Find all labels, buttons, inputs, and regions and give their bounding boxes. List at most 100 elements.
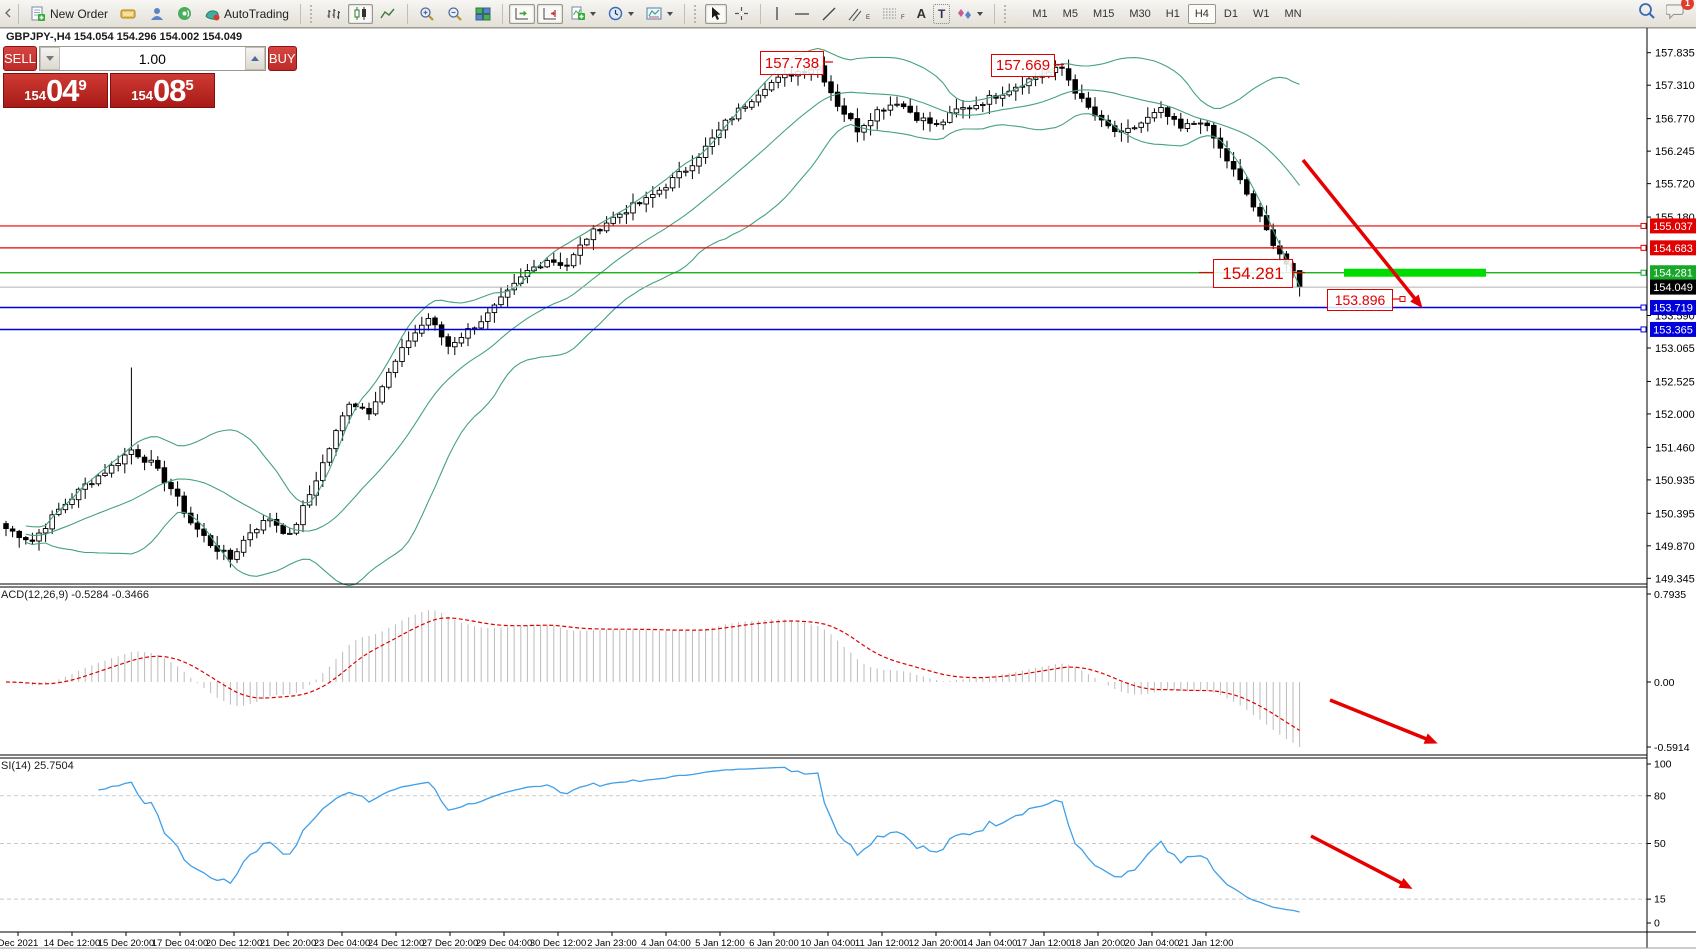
sell-quote[interactable]: 154 04 9	[3, 73, 108, 108]
vertical-line-icon[interactable]	[767, 4, 787, 24]
webcast-icon[interactable]	[172, 4, 197, 24]
svg-text:24 Dec 12:00: 24 Dec 12:00	[368, 938, 425, 949]
templates-button[interactable]	[641, 4, 678, 24]
volume-input[interactable]	[59, 47, 245, 70]
chevron-down-icon	[589, 12, 596, 19]
trendline-icon[interactable]	[817, 4, 841, 24]
arrows-tool-button[interactable]	[952, 4, 988, 24]
chevron-left-icon[interactable]	[4, 5, 12, 23]
annotation-connectors[interactable]	[822, 61, 1406, 302]
buy-button[interactable]: BUY	[267, 46, 297, 71]
svg-text:2 Jan 23:00: 2 Jan 23:00	[587, 938, 637, 949]
cursor-icon[interactable]	[704, 3, 727, 24]
svg-text:14 Jan 04:00: 14 Jan 04:00	[963, 938, 1018, 949]
macd-pane	[5, 610, 1301, 747]
svg-text:17 Dec 04:00: 17 Dec 04:00	[152, 938, 209, 949]
new-order-button[interactable]: New Order	[25, 4, 113, 24]
svg-text:20 Dec 12:00: 20 Dec 12:00	[206, 938, 263, 949]
fibonacci-icon[interactable]: F	[877, 4, 910, 24]
candles-layer	[3, 56, 1303, 568]
svg-text:50: 50	[1654, 838, 1666, 850]
price-annotation[interactable]: 157.738	[760, 51, 824, 75]
timeframe-button-H1[interactable]: H1	[1165, 7, 1180, 20]
svg-text:150.395: 150.395	[1655, 508, 1695, 520]
equidistant-channel-icon[interactable]: E	[843, 4, 875, 24]
svg-text:0.7935: 0.7935	[1654, 589, 1686, 601]
indicators-icon	[571, 6, 585, 20]
svg-text:153.065: 153.065	[1655, 343, 1695, 355]
toolbar-separator	[299, 3, 301, 24]
rsi-pane	[0, 766, 1647, 913]
buy-price-prefix: 154	[131, 88, 153, 103]
rsi-indicator-label: SI(14) 25.7504	[1, 760, 74, 772]
svg-text:152.525: 152.525	[1655, 376, 1695, 388]
zoom-out-icon[interactable]	[442, 4, 468, 24]
one-click-trading-panel: SELL BUY 154 04 9 154 08 5	[3, 46, 297, 108]
timeframe-button-M15[interactable]: M15	[1092, 7, 1115, 20]
price-annotation[interactable]: 157.669	[991, 54, 1055, 77]
periods-button[interactable]	[603, 4, 639, 24]
svg-text:27 Dec 20:00: 27 Dec 20:00	[422, 938, 479, 949]
indicators-button[interactable]	[565, 4, 601, 24]
zoom-in-icon[interactable]	[414, 4, 440, 24]
volume-increase-button[interactable]	[244, 47, 265, 70]
price-annotation[interactable]: 153.896	[1327, 289, 1393, 311]
timeframe-button-M5[interactable]: M5	[1062, 7, 1078, 20]
triangle-up-icon	[250, 52, 259, 61]
search-icon[interactable]	[1638, 2, 1656, 25]
line-chart-icon[interactable]	[375, 4, 401, 24]
timeframe-button-W1[interactable]: W1	[1252, 7, 1270, 20]
volume-decrease-button[interactable]	[39, 47, 60, 70]
buy-quote[interactable]: 154 08 5	[110, 73, 215, 108]
bar-chart-icon[interactable]	[321, 4, 346, 24]
timeframe-button-D1[interactable]: D1	[1223, 7, 1238, 20]
timeframe-button-MN[interactable]: MN	[1284, 7, 1302, 20]
toolbar-grip	[309, 4, 316, 23]
svg-text:29 Dec 04:00: 29 Dec 04:00	[476, 938, 533, 949]
price-badges: 155.037 154.683 154.281 154.049 153.719 153.3…	[1640, 218, 1696, 337]
chat-icon[interactable]: 1	[1665, 0, 1694, 25]
svg-text:11 Jan 12:00: 11 Jan 12:00	[855, 938, 909, 949]
svg-text:23 Dec 04:00: 23 Dec 04:00	[314, 938, 371, 949]
trend-arrows[interactable]	[1301, 158, 1438, 889]
tile-windows-icon[interactable]	[470, 4, 496, 24]
svg-text:14 Dec 12:00: 14 Dec 12:00	[44, 938, 101, 949]
text-label-icon[interactable]: T	[933, 3, 951, 24]
bollinger-bands	[25, 47, 1301, 587]
svg-text:153.719: 153.719	[1653, 303, 1693, 315]
svg-text:20 Jan 04:00: 20 Jan 04:00	[1125, 938, 1180, 949]
indicator-axes: 0.7935 0.00 -0.5914 100 80 50 15 0	[1647, 589, 1690, 930]
crosshair-icon[interactable]	[729, 4, 754, 24]
chart-window[interactable]: GBPJPY-,H4 154.054 154.296 154.002 154.0…	[0, 28, 1696, 950]
toolbar-grip	[1004, 4, 1010, 23]
svg-text:156.770: 156.770	[1655, 114, 1695, 126]
timeframe-group: M1 M5 M15 M30 H1 H4 D1 W1 MN	[1025, 3, 1308, 24]
timeframe-button-H4[interactable]: H4	[1187, 3, 1216, 24]
triangle-down-icon	[45, 56, 54, 65]
notification-badge: 1	[1681, 0, 1694, 10]
toolbar-separator	[406, 3, 408, 24]
svg-text:151.460: 151.460	[1655, 442, 1695, 454]
candlestick-chart-icon[interactable]	[347, 3, 373, 24]
horizontal-line-icon[interactable]	[789, 4, 815, 24]
svg-text:152.000: 152.000	[1655, 409, 1695, 421]
toolbar-separator	[501, 3, 503, 24]
sell-button[interactable]: SELL	[3, 46, 37, 71]
buy-price-main: 08	[152, 73, 186, 108]
text-tool-icon[interactable]: A	[912, 4, 931, 24]
community-icon[interactable]	[144, 4, 170, 24]
clock-icon	[608, 6, 623, 21]
svg-text:21 Dec 20:00: 21 Dec 20:00	[260, 938, 317, 949]
price-annotation[interactable]: 154.281	[1213, 259, 1293, 288]
autotrading-button[interactable]: AutoTrading	[199, 4, 294, 24]
svg-text:154.683: 154.683	[1653, 243, 1693, 255]
svg-text:17 Jan 12:00: 17 Jan 12:00	[1017, 938, 1072, 949]
timeframe-button-M30[interactable]: M30	[1129, 7, 1151, 20]
chart-shift-icon[interactable]	[536, 3, 563, 24]
auto-scroll-icon[interactable]	[508, 3, 535, 24]
support-highlight-bar[interactable]	[1344, 268, 1486, 277]
timeframe-button-M1[interactable]: M1	[1032, 7, 1048, 20]
market-watch-icon[interactable]	[115, 4, 142, 24]
